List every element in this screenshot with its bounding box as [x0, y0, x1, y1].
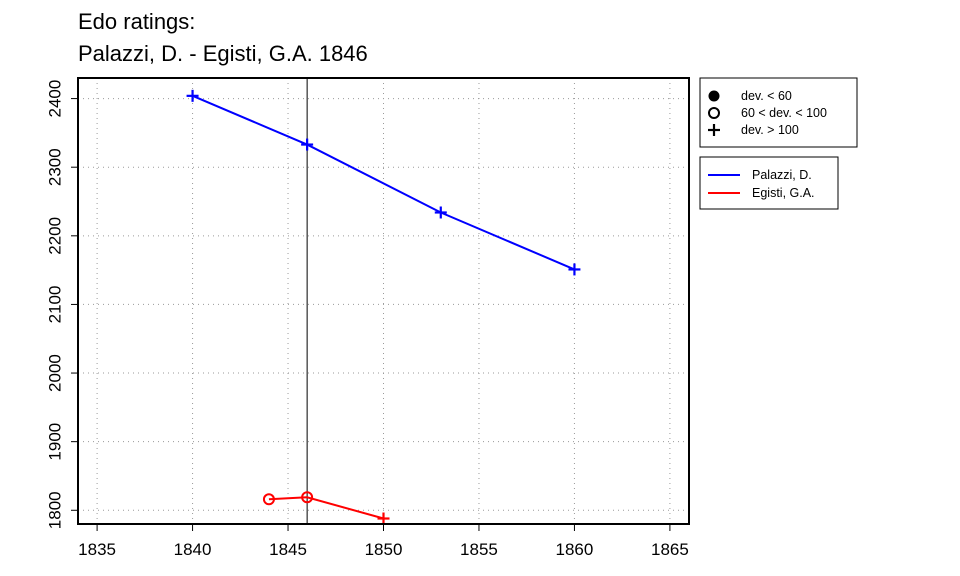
- chart-subtitle: Palazzi, D. - Egisti, G.A. 1846: [78, 41, 368, 66]
- series-1-point-0: [262, 493, 275, 506]
- series-legend-label-0: Palazzi, D.: [752, 168, 812, 182]
- series-legend-box: [699, 156, 839, 210]
- marker-legend: dev. < 60 60 < dev. < 100 dev. > 100: [699, 77, 858, 148]
- marker-legend-symbol-0: [708, 90, 720, 102]
- series-1-point-2: [377, 512, 390, 525]
- y-tick-label: 2200: [45, 217, 64, 255]
- grid: [78, 78, 689, 524]
- series-0-point-3: [568, 263, 581, 276]
- marker-legend-label-1: 60 < dev. < 100: [741, 106, 827, 120]
- marker-legend-box: [699, 77, 858, 148]
- marker-legend-symbol-2: [708, 124, 720, 136]
- x-tick-label: 1865: [651, 540, 689, 559]
- series-1-point-1: [301, 491, 314, 504]
- y-tick-label: 2100: [45, 286, 64, 324]
- series-0: [186, 89, 581, 276]
- axes: 1835 1840 1845 1850 1855 1860 1865 1800 1900 2000…: [45, 80, 688, 559]
- series-legend-label-1: Egisti, G.A.: [752, 186, 815, 200]
- x-tick-label: 1845: [269, 540, 307, 559]
- series-0-point-2: [434, 206, 447, 219]
- y-tick-label: 2400: [45, 80, 64, 118]
- series-0-point-0: [186, 89, 199, 102]
- series-0-point-1: [301, 138, 314, 151]
- x-tick-label: 1850: [365, 540, 403, 559]
- marker-legend-symbol-1: [708, 107, 720, 119]
- chart-title: Edo ratings:: [78, 9, 195, 34]
- series-line-1: [268, 496, 384, 520]
- y-tick-label: 1900: [45, 423, 64, 461]
- marker-legend-label-0: dev. < 60: [741, 89, 792, 103]
- series-1: [262, 491, 390, 525]
- marker-legend-label-2: dev. > 100: [741, 123, 799, 137]
- series-line-0: [192, 94, 575, 271]
- x-tick-label: 1835: [78, 540, 116, 559]
- x-tick-label: 1860: [556, 540, 594, 559]
- y-tick-label: 2300: [45, 148, 64, 186]
- plot-frame: [77, 77, 690, 525]
- series-legend: Palazzi, D. Egisti, G.A.: [699, 156, 839, 210]
- y-tick-label: 2000: [45, 354, 64, 392]
- series-layer: [186, 89, 581, 525]
- x-tick-label: 1855: [460, 540, 498, 559]
- y-tick-label: 1800: [45, 491, 64, 529]
- x-tick-label: 1840: [174, 540, 212, 559]
